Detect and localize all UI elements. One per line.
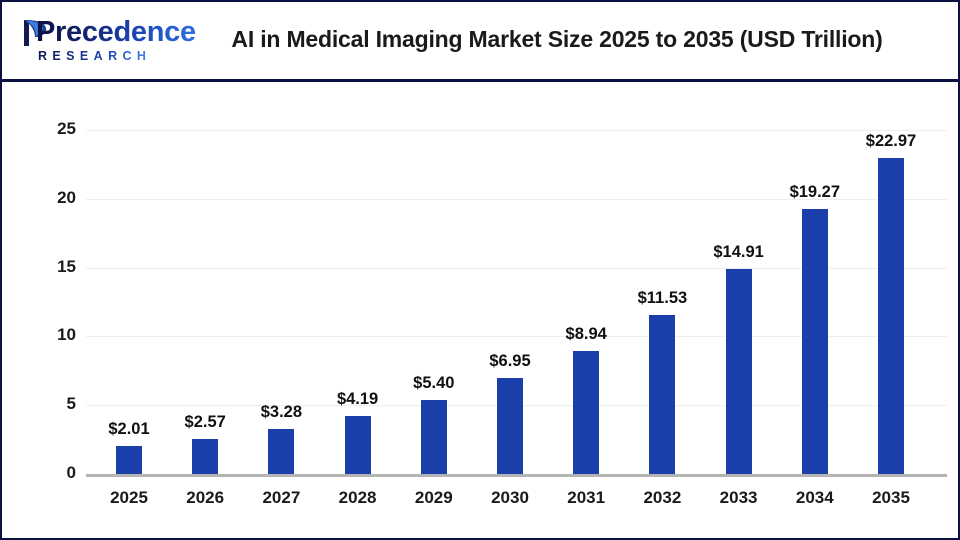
x-axis-tick-label-2033: 2033 — [719, 488, 758, 507]
bar-2028[interactable] — [344, 416, 371, 474]
leaf-mark-icon — [24, 20, 47, 46]
bar-value-label-2027: $3.28 — [260, 402, 303, 421]
x-axis-tick-label-2030: 2030 — [491, 488, 529, 507]
gridline — [86, 336, 947, 338]
bar-2026[interactable] — [192, 438, 219, 474]
chart-plot-area: 0 5 10 15 20 25 $2.01 $2.57 $3.28 $4.19 $5.40 $6.9… — [2, 82, 958, 538]
header-divider — [2, 79, 958, 82]
bar-value-label-2028: $4.19 — [336, 390, 379, 409]
bar-value-label-2031: $8.94 — [565, 324, 607, 343]
bar-value-label-2030: $6.95 — [489, 352, 531, 371]
x-axis-tick-label-2031: 2031 — [567, 488, 606, 507]
x-axis-tick-label-2025: 2025 — [110, 488, 148, 507]
y-axis-tick-label: 25 — [57, 119, 76, 138]
bar-value-label-2033: $14.91 — [713, 242, 764, 261]
precedence-research-logo: Precedence RESEARCH — [18, 15, 196, 67]
x-axis-tick-label-2026: 2026 — [186, 488, 225, 507]
bar-value-label-2034: $19.27 — [789, 182, 841, 201]
x-axis-tick-label-2032: 2032 — [643, 488, 682, 507]
y-axis-tick-label: 0 — [66, 463, 76, 482]
logo-subtext: RESEARCH — [38, 49, 152, 63]
gridline — [86, 267, 947, 269]
gridline — [86, 130, 947, 131]
logo-wordmark: Precedence — [36, 16, 196, 48]
x-axis-line — [86, 474, 947, 477]
bar-value-label-2026: $2.57 — [184, 412, 226, 431]
bar-value-label-2035: $22.97 — [865, 131, 917, 150]
bar-value-label-2025: $2.01 — [108, 420, 150, 439]
x-axis-tick-label-2029: 2029 — [414, 488, 453, 507]
y-axis-tick-label: 5 — [66, 394, 76, 414]
y-axis-tick-label: 15 — [57, 256, 76, 276]
chart-title: AI in Medical Imaging Market Size 2025 t… — [231, 26, 883, 52]
bar-value-label-2032: $11.53 — [637, 289, 688, 308]
gridline — [86, 198, 947, 200]
bar-2025[interactable] — [116, 446, 142, 474]
header: Precedence RESEARCH AI in Medical Imagin… — [2, 2, 958, 82]
x-axis-tick-label-2027: 2027 — [262, 488, 301, 507]
bar-2032[interactable] — [649, 315, 676, 474]
x-axis-tick-label-2028: 2028 — [338, 488, 377, 507]
x-axis-tick-label-2035: 2035 — [872, 488, 910, 507]
bar-2027[interactable] — [268, 428, 295, 474]
bar-2030[interactable] — [497, 378, 523, 474]
bar-value-label-2029: $5.40 — [413, 373, 455, 392]
bar-2031[interactable] — [573, 350, 600, 474]
bar-2033[interactable] — [725, 268, 752, 474]
y-axis-tick-label: 10 — [57, 325, 76, 345]
bar-2034[interactable] — [801, 208, 828, 474]
x-axis-tick-label-2034: 2034 — [795, 488, 834, 507]
y-axis-tick-label: 20 — [57, 187, 76, 207]
bar-2029[interactable] — [420, 399, 447, 474]
bar-2035[interactable] — [878, 157, 904, 474]
